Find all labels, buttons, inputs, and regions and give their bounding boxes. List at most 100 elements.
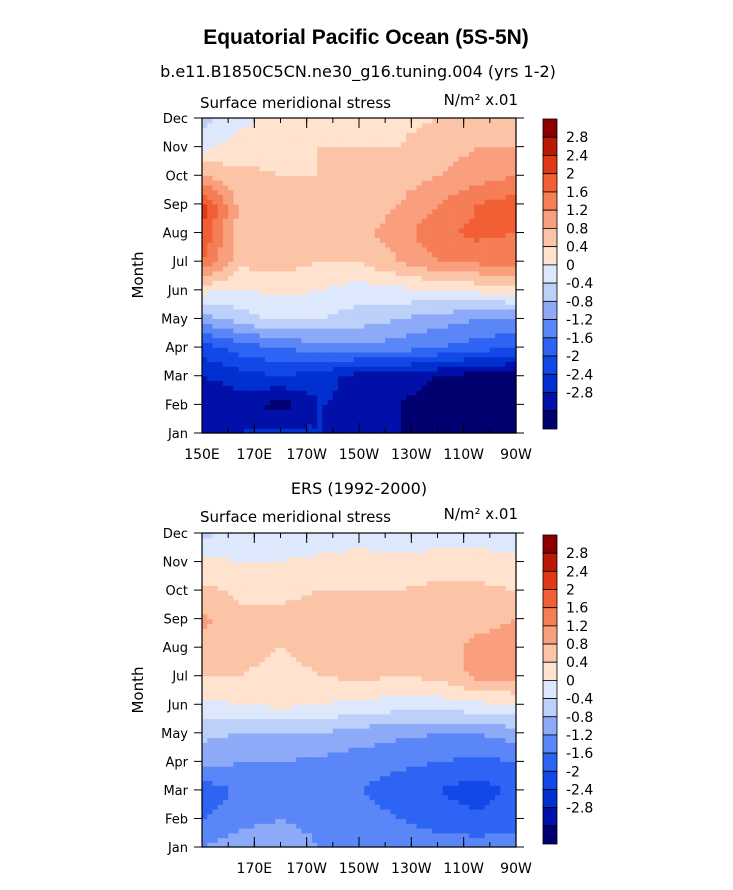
heatmap-cell xyxy=(427,804,433,810)
heatmap-cell xyxy=(379,823,386,829)
heatmap-cell xyxy=(427,328,433,334)
heatmap-cell xyxy=(249,823,255,829)
heatmap-cell xyxy=(259,404,266,410)
heatmap-cell xyxy=(395,208,402,215)
heatmap-cell xyxy=(327,385,334,391)
heatmap-cell xyxy=(510,390,517,396)
heatmap-cell xyxy=(207,399,214,405)
heatmap-cell xyxy=(463,280,470,286)
heatmap-cell xyxy=(317,304,323,310)
heatmap-cell xyxy=(442,285,449,291)
heatmap-cell xyxy=(296,251,303,258)
heatmap-cell xyxy=(369,780,376,786)
heatmap-cell xyxy=(212,413,219,420)
heatmap-cell xyxy=(233,232,240,238)
heatmap-cell xyxy=(285,270,292,277)
heatmap-cell xyxy=(259,823,266,829)
heatmap-cell xyxy=(290,323,297,329)
heatmap-cell xyxy=(510,194,517,200)
heatmap-cell xyxy=(202,837,208,843)
heatmap-cell xyxy=(484,308,491,315)
heatmap-cell xyxy=(217,413,224,420)
heatmap-cell xyxy=(217,385,224,391)
heatmap-cell xyxy=(359,132,365,138)
heatmap-cell xyxy=(249,375,255,382)
heatmap-cell xyxy=(301,280,308,286)
heatmap-cell xyxy=(254,280,261,286)
heatmap-cell xyxy=(207,194,214,200)
heatmap-cell xyxy=(442,170,449,176)
heatmap-cell xyxy=(275,299,282,305)
heatmap-cell xyxy=(432,394,439,401)
heatmap-cell xyxy=(406,237,412,243)
heatmap-cell xyxy=(212,246,219,253)
heatmap-cell xyxy=(379,394,386,401)
heatmap-cell xyxy=(238,280,245,286)
heatmap-cell xyxy=(353,789,360,796)
heatmap-cell xyxy=(468,375,475,382)
heatmap-cell xyxy=(458,323,465,329)
heatmap-cell xyxy=(369,227,376,234)
heatmap-cell xyxy=(390,351,397,358)
heatmap-cell xyxy=(275,165,282,172)
heatmap-cell xyxy=(338,218,344,224)
heatmap-cell xyxy=(332,328,339,334)
heatmap-cell xyxy=(202,332,208,339)
heatmap-cell xyxy=(411,189,418,195)
heatmap-cell xyxy=(264,366,271,372)
heatmap-cell xyxy=(327,323,334,329)
heatmap-cell xyxy=(348,328,355,334)
heatmap-cell xyxy=(369,837,376,843)
heatmap-cell xyxy=(427,832,433,839)
heatmap-cell xyxy=(264,237,271,243)
heatmap-cell xyxy=(400,823,407,829)
heatmap-cell xyxy=(427,399,433,405)
heatmap-cell xyxy=(243,785,250,791)
heatmap-cell xyxy=(484,332,491,339)
heatmap-cell xyxy=(374,304,381,310)
heatmap-cell xyxy=(442,823,449,829)
heatmap-cell xyxy=(317,328,323,334)
heatmap-cell xyxy=(500,165,507,172)
heatmap-cell xyxy=(500,375,507,382)
heatmap-cell xyxy=(254,304,261,310)
heatmap-cell xyxy=(202,213,208,219)
heatmap-cell xyxy=(222,804,229,810)
heatmap-cell xyxy=(489,175,496,181)
heatmap-cell xyxy=(432,347,439,353)
heatmap-cell xyxy=(495,323,501,329)
heatmap-cell xyxy=(495,199,501,205)
heatmap-cell xyxy=(212,122,219,129)
heatmap-cell xyxy=(463,227,470,234)
heatmap-cell xyxy=(463,141,470,148)
heatmap-cell xyxy=(290,375,297,382)
heatmap-cell xyxy=(453,151,460,157)
heatmap-cell xyxy=(427,137,433,143)
heatmap-cell xyxy=(296,280,303,286)
heatmap-cell xyxy=(270,804,276,810)
heatmap-cell xyxy=(254,218,261,224)
heatmap-cell xyxy=(290,137,297,143)
heatmap-cell xyxy=(505,394,512,401)
heatmap-cell xyxy=(400,804,407,810)
heatmap-cell xyxy=(474,794,480,801)
heatmap-cell xyxy=(212,366,219,372)
heatmap-cell xyxy=(359,409,365,415)
heatmap-cell xyxy=(207,423,214,429)
heatmap-cell xyxy=(327,237,334,243)
heatmap-cell xyxy=(259,251,266,258)
heatmap-cell xyxy=(306,304,313,310)
heatmap-cell xyxy=(406,137,412,143)
heatmap-cell xyxy=(364,304,371,310)
heatmap-cell xyxy=(322,366,329,372)
heatmap-cell xyxy=(453,313,460,320)
heatmap-cell xyxy=(505,180,512,186)
heatmap-cell xyxy=(311,785,318,791)
heatmap-cell xyxy=(479,428,486,434)
heatmap-cell xyxy=(264,160,271,167)
heatmap-cell xyxy=(432,808,439,815)
heatmap-cell xyxy=(254,175,261,181)
heatmap-cell xyxy=(442,151,449,157)
heatmap-cell xyxy=(505,775,512,781)
heatmap-cell xyxy=(280,775,287,781)
